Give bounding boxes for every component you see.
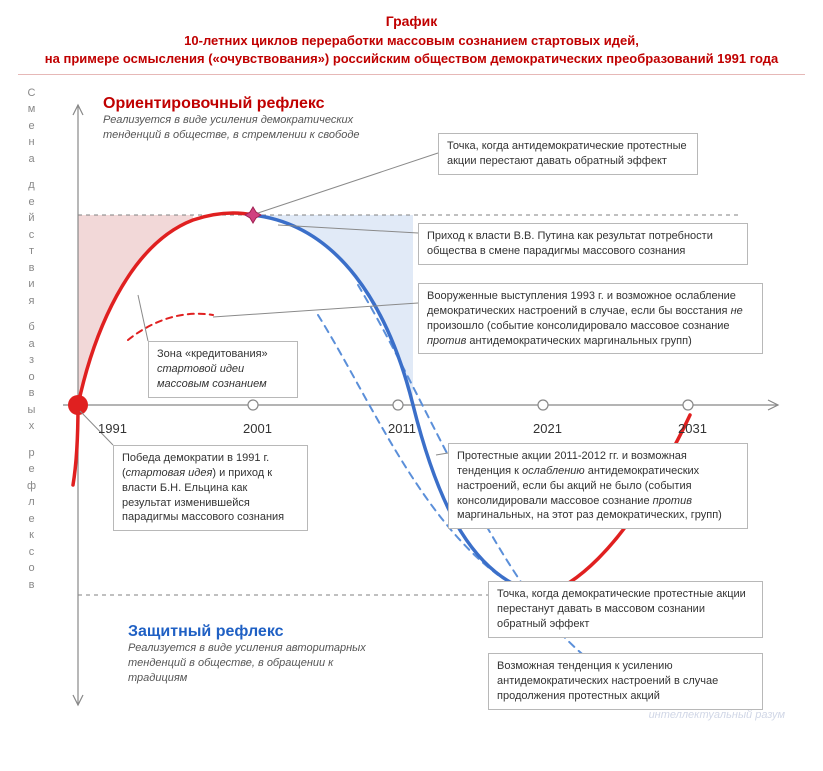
chart-area: Сменадействиябазовыхрефлексов [18,85,805,725]
year-label: 2021 [533,421,562,436]
chart-title: График 10-летних циклов переработки масс… [18,12,805,68]
watermark-text: интеллектуальный разум [649,709,785,721]
reflex-top-title: Ориентировочный рефлекс [103,95,363,113]
title-divider [18,74,805,75]
y-axis-caption: Сменадействиябазовыхрефлексов [26,85,38,594]
title-line3: на примере осмысления («очувствования») … [45,51,778,66]
anno-trend-continue: Возможная тенденция к усилению антидемок… [488,653,763,710]
anno-1993: Вооруженные выступления 1993 г. и возмож… [418,283,763,354]
reflex-bottom-block: Защитный рефлекс Реализуется в виде усил… [128,623,388,686]
anno-protest-2011: Протестные акции 2011-2012 гг. и возможн… [448,443,748,529]
reflex-top-desc: Реализуется в виде усиления демократичес… [103,113,363,143]
year-label: 1991 [98,421,127,436]
anno-point-top: Точка, когда антидемократические протест… [438,133,698,175]
title-line2: 10-летних циклов переработки массовым со… [184,33,639,48]
reflex-bottom-desc: Реализуется в виде усиления авторитарных… [128,641,388,686]
year-label: 2011 [388,421,416,436]
reflex-bottom-title: Защитный рефлекс [128,623,388,641]
marker-1991-dot [68,395,88,415]
anno-putin: Приход к власти В.В. Путина как результа… [418,223,748,265]
curve-red-dashed [128,314,213,340]
anno-point-bottom: Точка, когда демократические протестные … [488,581,763,638]
anno-victory-1991: Победа демократии в 1991 г. (стартовая и… [113,445,308,531]
reflex-top-block: Ориентировочный рефлекс Реализуется в ви… [103,95,363,143]
anno-credit-zone: Зона «кредитования» стартовой идеи массо… [148,341,298,398]
marker-star-top-icon [245,207,261,223]
title-line1: График [386,13,438,29]
year-label: 2031 [678,421,707,436]
year-label: 2001 [243,421,272,436]
